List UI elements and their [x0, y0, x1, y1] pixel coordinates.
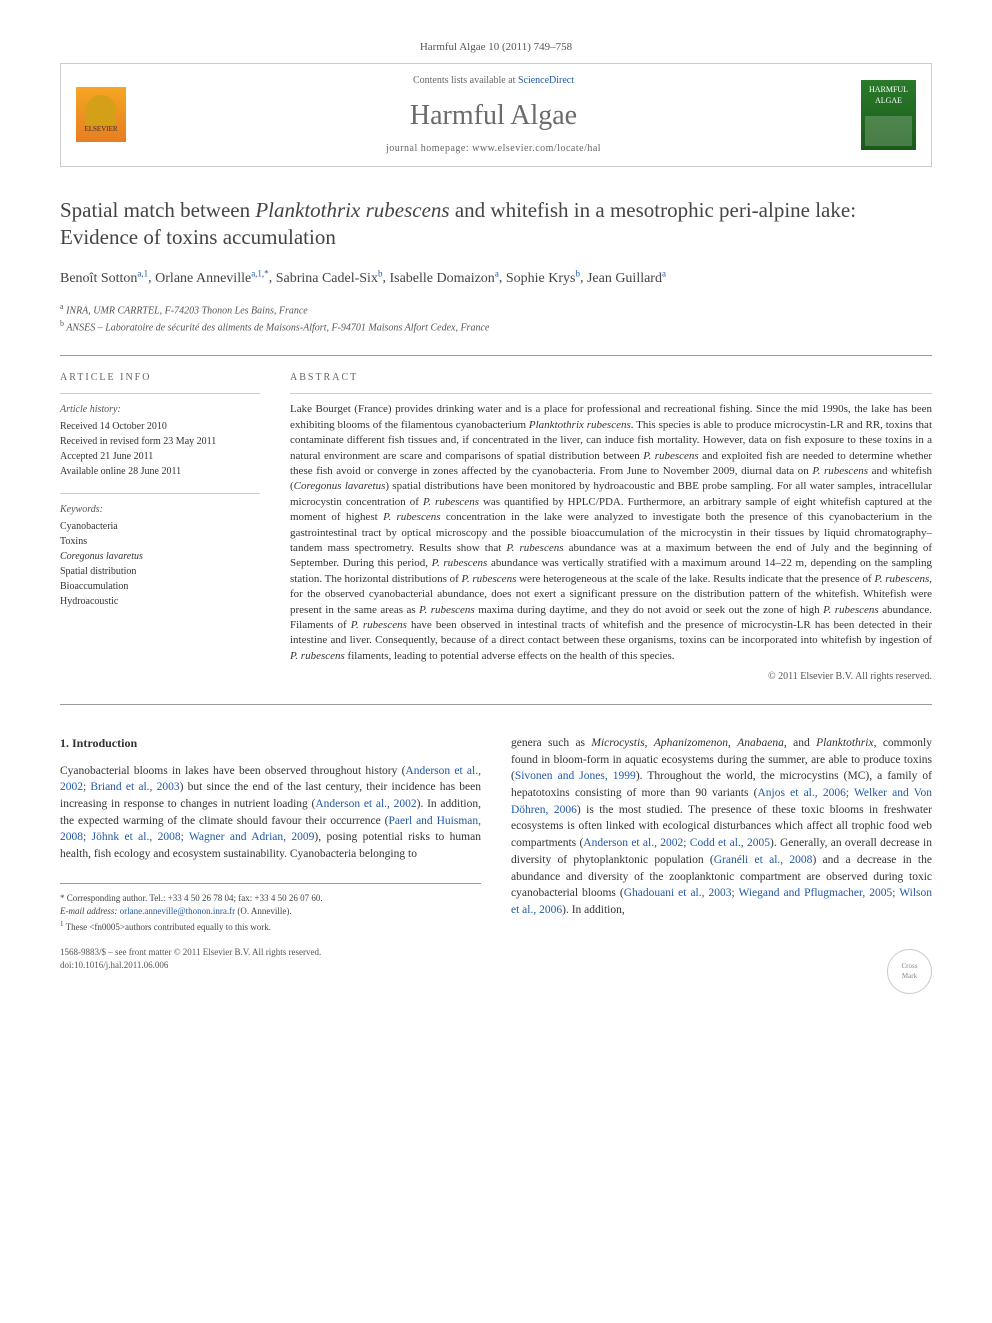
journal-name: Harmful Algae: [126, 96, 861, 135]
keyword: Toxins: [60, 534, 260, 549]
journal-cover-thumbnail: HARMFUL ALGAE: [861, 80, 916, 150]
email-label: E-mail address:: [60, 906, 117, 916]
author: Sophie Krysb: [506, 271, 580, 286]
divider-bottom: [60, 704, 932, 705]
history-line: Available online 28 June 2011: [60, 464, 260, 479]
divider-top: [60, 355, 932, 356]
title-species: Planktothrix rubescens: [255, 198, 449, 222]
journal-reference: Harmful Algae 10 (2011) 749–758: [60, 40, 932, 55]
author-list: Benoît Sottona,1, Orlane Annevillea,1,*,…: [60, 267, 932, 289]
sciencedirect-prefix: Contents lists available at: [413, 75, 518, 86]
author: Jean Guillarda: [587, 271, 666, 286]
abstract-copyright: © 2011 Elsevier B.V. All rights reserved…: [290, 670, 932, 684]
history-label: Article history:: [60, 402, 260, 417]
crossmark-wrap: CrossMark: [511, 949, 932, 994]
history-line: Received in revised form 23 May 2011: [60, 434, 260, 449]
email-address[interactable]: orlane.anneville@thonon.inra.fr: [120, 906, 236, 916]
elsevier-tree-icon: [86, 95, 116, 125]
keyword: Hydroacoustic: [60, 594, 260, 609]
elsevier-label: ELSEVIER: [84, 125, 117, 135]
footer-row: 1568-9883/$ – see front matter © 2011 El…: [60, 946, 481, 972]
masthead-center: Contents lists available at ScienceDirec…: [126, 74, 861, 155]
article-info-col: ARTICLE INFO Article history: Received 1…: [60, 371, 260, 684]
footnote-equal-contrib: 1 These <fn0005>authors contributed equa…: [60, 919, 481, 935]
footnotes-block: * Corresponding author. Tel.: +33 4 50 2…: [60, 883, 481, 935]
sciencedirect-link[interactable]: ScienceDirect: [518, 75, 574, 86]
author: Sabrina Cadel-Sixb: [276, 271, 383, 286]
email-paren: (O. Anneville).: [237, 906, 291, 916]
affiliation: b ANSES – Laboratoire de sécurité des al…: [60, 318, 932, 335]
footer-left: 1568-9883/$ – see front matter © 2011 El…: [60, 946, 321, 972]
footer-doi: doi:10.1016/j.hal.2011.06.006: [60, 959, 321, 972]
cover-image-placeholder: [865, 116, 912, 146]
affiliation: a INRA, UMR CARRTEL, F-74203 Thonon Les …: [60, 301, 932, 318]
abstract-col: ABSTRACT Lake Bourget (France) provides …: [290, 371, 932, 684]
author: Isabelle Domaizona: [389, 271, 498, 286]
body-col-right: genera such as Microcystis, Aphanizomeno…: [511, 735, 932, 993]
info-divider: [60, 393, 260, 394]
history-line: Received 14 October 2010: [60, 419, 260, 434]
abstract-heading: ABSTRACT: [290, 371, 932, 385]
equal-text: These <fn0005>authors contributed equall…: [66, 922, 271, 932]
author: Benoît Sottona,1: [60, 271, 148, 286]
info-abstract-row: ARTICLE INFO Article history: Received 1…: [60, 371, 932, 684]
abstract-divider: [290, 393, 932, 394]
footnote-email-line: E-mail address: orlane.anneville@thonon.…: [60, 905, 481, 919]
keyword: Coregonus lavaretus: [60, 549, 260, 564]
homepage-prefix: journal homepage:: [386, 143, 472, 154]
section-1-heading: 1. Introduction: [60, 735, 481, 752]
affiliation-list: a INRA, UMR CARRTEL, F-74203 Thonon Les …: [60, 301, 932, 336]
body-col-left: 1. Introduction Cyanobacterial blooms in…: [60, 735, 481, 993]
keywords-label: Keywords:: [60, 502, 260, 517]
title-part1: Spatial match between: [60, 198, 255, 222]
sciencedirect-line: Contents lists available at ScienceDirec…: [126, 74, 861, 88]
article-history-block: Article history: Received 14 October 201…: [60, 402, 260, 479]
abstract-text: Lake Bourget (France) provides drinking …: [290, 402, 932, 664]
keyword: Cyanobacteria: [60, 519, 260, 534]
journal-masthead: ELSEVIER Contents lists available at Sci…: [60, 63, 932, 166]
body-columns: 1. Introduction Cyanobacterial blooms in…: [60, 735, 932, 993]
keyword: Bioaccumulation: [60, 579, 260, 594]
cover-title: HARMFUL ALGAE: [865, 84, 912, 106]
intro-paragraph-col2: genera such as Microcystis, Aphanizomeno…: [511, 735, 932, 918]
keyword: Spatial distribution: [60, 564, 260, 579]
info-divider-2: [60, 493, 260, 494]
homepage-url[interactable]: www.elsevier.com/locate/hal: [472, 143, 601, 154]
history-line: Accepted 21 June 2011: [60, 449, 260, 464]
journal-homepage: journal homepage: www.elsevier.com/locat…: [126, 142, 861, 156]
author: Orlane Annevillea,1,*: [155, 271, 269, 286]
footnote-corresponding: * Corresponding author. Tel.: +33 4 50 2…: [60, 892, 481, 906]
crossmark-icon[interactable]: CrossMark: [887, 949, 932, 994]
footer-issn: 1568-9883/$ – see front matter © 2011 El…: [60, 946, 321, 959]
intro-paragraph-col1: Cyanobacterial blooms in lakes have been…: [60, 763, 481, 863]
elsevier-logo: ELSEVIER: [76, 87, 126, 142]
masthead-left: ELSEVIER: [76, 87, 126, 142]
keywords-block: Keywords: CyanobacteriaToxinsCoregonus l…: [60, 502, 260, 609]
article-title: Spatial match between Planktothrix rubes…: [60, 197, 932, 252]
equal-sup: 1: [60, 920, 64, 928]
article-info-heading: ARTICLE INFO: [60, 371, 260, 385]
